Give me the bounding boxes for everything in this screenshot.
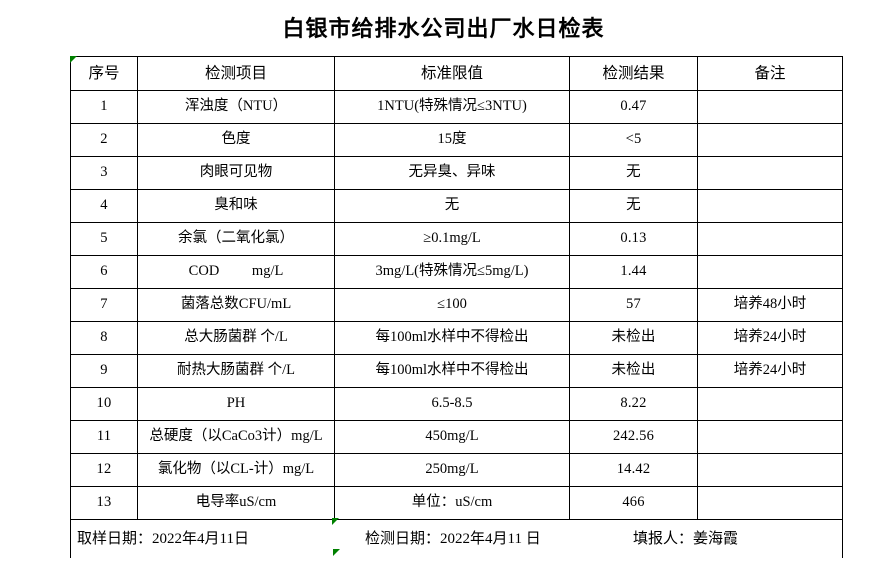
table-row: 12 氯化物（以CL-计）mg/L 250mg/L 14.42 [70,453,843,487]
column-header-item: 检测项目 [137,56,335,91]
cell-limit: ≤100 [334,288,570,322]
table-header-row: 序号 检测项目 标准限值 检测结果 备注 [70,56,843,91]
cell-limit: 3mg/L(特殊情况≤5mg/L) [334,255,570,289]
footer-cell: 取样日期：2022年4月11日 检测日期：2022年4月11 日 填报人：姜海霞 [70,519,843,558]
cell-item: 电导率uS/cm [137,486,335,520]
cell-result: 466 [569,486,698,520]
table-row: 1 浑浊度（NTU） 1NTU(特殊情况≤3NTU) 0.47 [70,90,843,124]
cell-item: 臭和味 [137,189,335,223]
table-row: 7 菌落总数CFU/mL ≤100 57 培养48小时 [70,288,843,322]
cell-no: 10 [70,387,138,421]
cell-no: 6 [70,255,138,289]
column-header-result: 检测结果 [569,56,698,91]
cell-item: 耐热大肠菌群 个/L [137,354,335,388]
cell-no: 4 [70,189,138,223]
cell-result: 57 [569,288,698,322]
cell-limit: 每100ml水样中不得检出 [334,354,570,388]
testing-date-label: 检测日期：2022年4月11 日 [365,530,541,547]
cell-limit: 每100ml水样中不得检出 [334,321,570,355]
cell-no: 1 [70,90,138,124]
cell-result: 无 [569,156,698,190]
cell-item: 浑浊度（NTU） [137,90,335,124]
cell-no: 11 [70,420,138,454]
cell-item: 肉眼可见物 [137,156,335,190]
table-row: 4 臭和味无无 [70,189,843,223]
cell-note [697,156,843,190]
cell-item: 氯化物（以CL-计）mg/L [137,453,335,487]
column-header-note: 备注 [697,56,843,91]
cell-result: 未检出 [569,354,698,388]
sampling-date-label: 取样日期：2022年4月11日 [77,530,249,547]
cell-item: 余氯（二氧化氯） [137,222,335,256]
cell-note [697,420,843,454]
column-header-no: 序号 [70,56,138,91]
cell-no: 12 [70,453,138,487]
table-row: 10 PH 6.5-8.5 8.22 [70,387,843,421]
cell-limit: 单位：uS/cm [334,486,570,520]
column-header-limit: 标准限值 [334,56,570,91]
cell-no: 5 [70,222,138,256]
cell-item: PH [137,387,335,421]
table-footer: 取样日期：2022年4月11日 检测日期：2022年4月11 日 填报人：姜海霞 [70,519,843,558]
cell-limit: 250mg/L [334,453,570,487]
cell-no: 9 [70,354,138,388]
cell-result: <5 [569,123,698,157]
cell-no: 7 [70,288,138,322]
cell-item: 菌落总数CFU/mL [137,288,335,322]
cell-result: 0.47 [569,90,698,124]
cell-note: 培养48小时 [697,288,843,322]
cell-limit: 6.5-8.5 [334,387,570,421]
cell-no: 3 [70,156,138,190]
cell-limit: ≥0.1mg/L [334,222,570,256]
cell-no: 2 [70,123,138,157]
cell-limit: 450mg/L [334,420,570,454]
cell-result: 无 [569,189,698,223]
cell-note [697,222,843,256]
cell-limit: 无异臭、异味 [334,156,570,190]
cell-result: 1.44 [569,255,698,289]
table-row: 13 电导率uS/cm 单位：uS/cm 466 [70,486,843,520]
cell-note [697,123,843,157]
cell-result: 14.42 [569,453,698,487]
cell-limit: 15度 [334,123,570,157]
table-body: 1 浑浊度（NTU） 1NTU(特殊情况≤3NTU) 0.47 2 色度 15度 <5 3 肉眼可… [70,90,843,520]
table-row: 5 余氯（二氧化氯） ≥0.1mg/L 0.13 [70,222,843,256]
cell-note: 培养24小时 [697,354,843,388]
table-row: 3 肉眼可见物 无异臭、异味无 [70,156,843,190]
footer-row: 取样日期：2022年4月11日 检测日期：2022年4月11 日 填报人：姜海霞 [70,519,843,558]
cell-result: 0.13 [569,222,698,256]
cell-no: 13 [70,486,138,520]
table-header: 序号 检测项目 标准限值 检测结果 备注 [70,56,843,91]
cell-limit: 无 [334,189,570,223]
cell-result: 242.56 [569,420,698,454]
table-row: 11 总硬度（以CaCo3计）mg/L 450mg/L 242.56 [70,420,843,454]
cell-limit: 1NTU(特殊情况≤3NTU) [334,90,570,124]
water-quality-table-container: 序号 检测项目 标准限值 检测结果 备注 1 浑浊度（NTU） 1NTU(特殊情况≤… [70,56,843,558]
cell-note [697,453,843,487]
cell-no: 8 [70,321,138,355]
cell-item: 总硬度（以CaCo3计）mg/L [137,420,335,454]
cell-note: 培养24小时 [697,321,843,355]
cell-result: 未检出 [569,321,698,355]
cell-note [697,189,843,223]
water-quality-table: 序号 检测项目 标准限值 检测结果 备注 1 浑浊度（NTU） 1NTU(特殊情况≤… [70,56,843,558]
page-title: 白银市给排水公司出厂水日检表 [282,16,605,41]
cell-note [697,255,843,289]
cell-item: 色度 [137,123,335,157]
cell-note [697,90,843,124]
cell-item: 总大肠菌群 个/L [137,321,335,355]
table-row: 2 色度 15度 <5 [70,123,843,157]
reporter-label: 填报人：姜海霞 [633,530,739,547]
cell-result: 8.22 [569,387,698,421]
table-row: 6 COD mg/L 3mg/L(特殊情况≤5mg/L) 1.44 [70,255,843,289]
table-row: 8 总大肠菌群 个/L 每100ml水样中不得检出 未检出 培养24小时 [70,321,843,355]
cell-note [697,387,843,421]
table-row: 9 耐热大肠菌群 个/L 每100ml水样中不得检出 未检出 培养24小时 [70,354,843,388]
cell-item: COD mg/L [137,255,335,289]
cell-note [697,486,843,520]
